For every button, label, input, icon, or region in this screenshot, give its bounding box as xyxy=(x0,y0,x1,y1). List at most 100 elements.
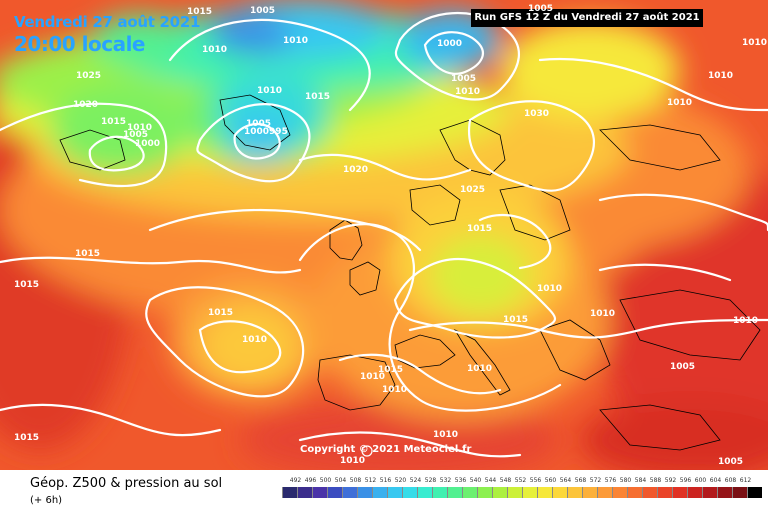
isobars xyxy=(0,11,768,458)
scale-tick-label: 552 xyxy=(514,477,527,484)
pressure-label: 1010 xyxy=(257,86,283,96)
pressure-label: 1000995 xyxy=(244,127,288,137)
pressure-label: 1010 xyxy=(667,98,693,108)
scale-swatch xyxy=(462,487,477,498)
scale-swatch xyxy=(432,487,447,498)
pressure-label: 1015 xyxy=(101,117,127,127)
scale-swatch xyxy=(732,487,747,498)
scale-swatch xyxy=(357,487,372,498)
scale-tick-label: 536 xyxy=(454,477,467,484)
scale-tick-label: 500 xyxy=(319,477,332,484)
scale-tick-label: 564 xyxy=(559,477,572,484)
scale-tick-label: 592 xyxy=(664,477,677,484)
scale-tick-label: 516 xyxy=(379,477,392,484)
weather-map xyxy=(0,0,768,470)
pressure-label: 1015 xyxy=(75,249,101,259)
scale-swatch xyxy=(342,487,357,498)
pressure-label: 1015 xyxy=(305,92,331,102)
pressure-label: 1005 xyxy=(670,362,696,372)
pressure-label: 1010 xyxy=(283,36,309,46)
scale-tick-label: 596 xyxy=(679,477,692,484)
scale-swatch xyxy=(507,487,522,498)
pressure-label: 1010 xyxy=(433,430,459,440)
scale-swatch xyxy=(657,487,672,498)
legend-title: Géop. Z500 & pression au sol xyxy=(30,476,223,491)
pressure-label: 1005 xyxy=(250,6,276,16)
pressure-label: 1015 xyxy=(503,315,529,325)
pressure-label: 1015 xyxy=(467,224,493,234)
pressure-label: 1010 xyxy=(742,38,768,48)
pressure-label: 1005 xyxy=(123,130,149,140)
scale-swatch xyxy=(597,487,612,498)
scale-swatch xyxy=(567,487,582,498)
scale-tick-label: 584 xyxy=(634,477,647,484)
pressure-label: 1010 xyxy=(127,123,153,133)
pressure-label: 1005 xyxy=(718,457,744,467)
pressure-label: 1010 xyxy=(360,372,386,382)
pressure-label: 1030 xyxy=(524,109,550,119)
map-date: Vendredi 27 août 2021 xyxy=(14,13,201,31)
pressure-label: 1010 xyxy=(733,316,759,326)
pressure-label: 1015 xyxy=(208,308,234,318)
copyright-label: Copyright © 2021 Meteociel.fr xyxy=(300,444,472,455)
scale-tick-label: 604 xyxy=(709,477,722,484)
scale-swatch xyxy=(702,487,717,498)
scale-swatch xyxy=(552,487,567,498)
pressure-label: 1010 xyxy=(202,45,228,55)
scale-tick-label: 492 xyxy=(289,477,302,484)
map-time: 20:00 locale xyxy=(14,32,146,56)
scale-tick-label: 532 xyxy=(439,477,452,484)
scale-swatch xyxy=(537,487,552,498)
pressure-label: 1010 xyxy=(455,87,481,97)
scale-tick-label: 576 xyxy=(604,477,617,484)
scale-tick-label: 512 xyxy=(364,477,377,484)
scale-swatch xyxy=(327,487,342,498)
pressure-label: 1000 xyxy=(135,139,161,149)
pressure-label: 1015 xyxy=(14,280,40,290)
scale-swatch xyxy=(522,487,537,498)
pressure-label: 1015 xyxy=(378,365,404,375)
scale-tick-label: 600 xyxy=(694,477,707,484)
pressure-label: 1015 xyxy=(187,7,213,17)
scale-tick-label: 504 xyxy=(334,477,347,484)
pressure-label: 1025 xyxy=(460,185,486,195)
scale-swatch xyxy=(282,487,297,498)
scale-swatch xyxy=(717,487,732,498)
scale-tick-label: 560 xyxy=(544,477,557,484)
pressure-label: 1005 xyxy=(528,4,554,14)
pressure-label: 1015 xyxy=(14,433,40,443)
scale-tick-label: 540 xyxy=(469,477,482,484)
scale-tick-label: 608 xyxy=(724,477,737,484)
pressure-label: 1005 xyxy=(451,74,477,84)
scale-tick-label: 612 xyxy=(739,477,752,484)
scale-swatch xyxy=(417,487,432,498)
run-info-banner: Run GFS 12 Z du Vendredi 27 août 2021 xyxy=(471,9,703,27)
scale-swatch xyxy=(402,487,417,498)
legend-subtitle: (+ 6h) xyxy=(30,495,63,506)
scale-tick-label: 588 xyxy=(649,477,662,484)
scale-tick-label: 528 xyxy=(424,477,437,484)
scale-swatch xyxy=(582,487,597,498)
coastlines xyxy=(59,94,761,451)
color-scale: 492 496 500 504 508 512 516 520 524 528 532 536 540 5… xyxy=(282,477,762,499)
pressure-label: 1025 xyxy=(76,71,102,81)
pressure-label: 1010 xyxy=(467,364,493,374)
scale-swatch xyxy=(687,487,702,498)
scale-tick-label: 524 xyxy=(409,477,422,484)
pressure-label: 1010 xyxy=(708,71,734,81)
pressure-label: 1010 xyxy=(340,456,366,466)
scale-swatch xyxy=(612,487,627,498)
scale-tick-label: 508 xyxy=(349,477,362,484)
legend-footer: Géop. Z500 & pression au sol (+ 6h) 492 4… xyxy=(0,470,768,512)
pressure-label: 1010 xyxy=(590,309,616,319)
scale-swatch xyxy=(492,487,507,498)
scale-tick-label: 580 xyxy=(619,477,632,484)
scale-swatch xyxy=(387,487,402,498)
scale-swatch xyxy=(297,487,312,498)
pressure-label: 1005 xyxy=(246,119,272,129)
scale-tick-label: 548 xyxy=(499,477,512,484)
pressure-label: 1010 xyxy=(242,335,268,345)
scale-tick-label: 572 xyxy=(589,477,602,484)
scale-swatch xyxy=(672,487,687,498)
